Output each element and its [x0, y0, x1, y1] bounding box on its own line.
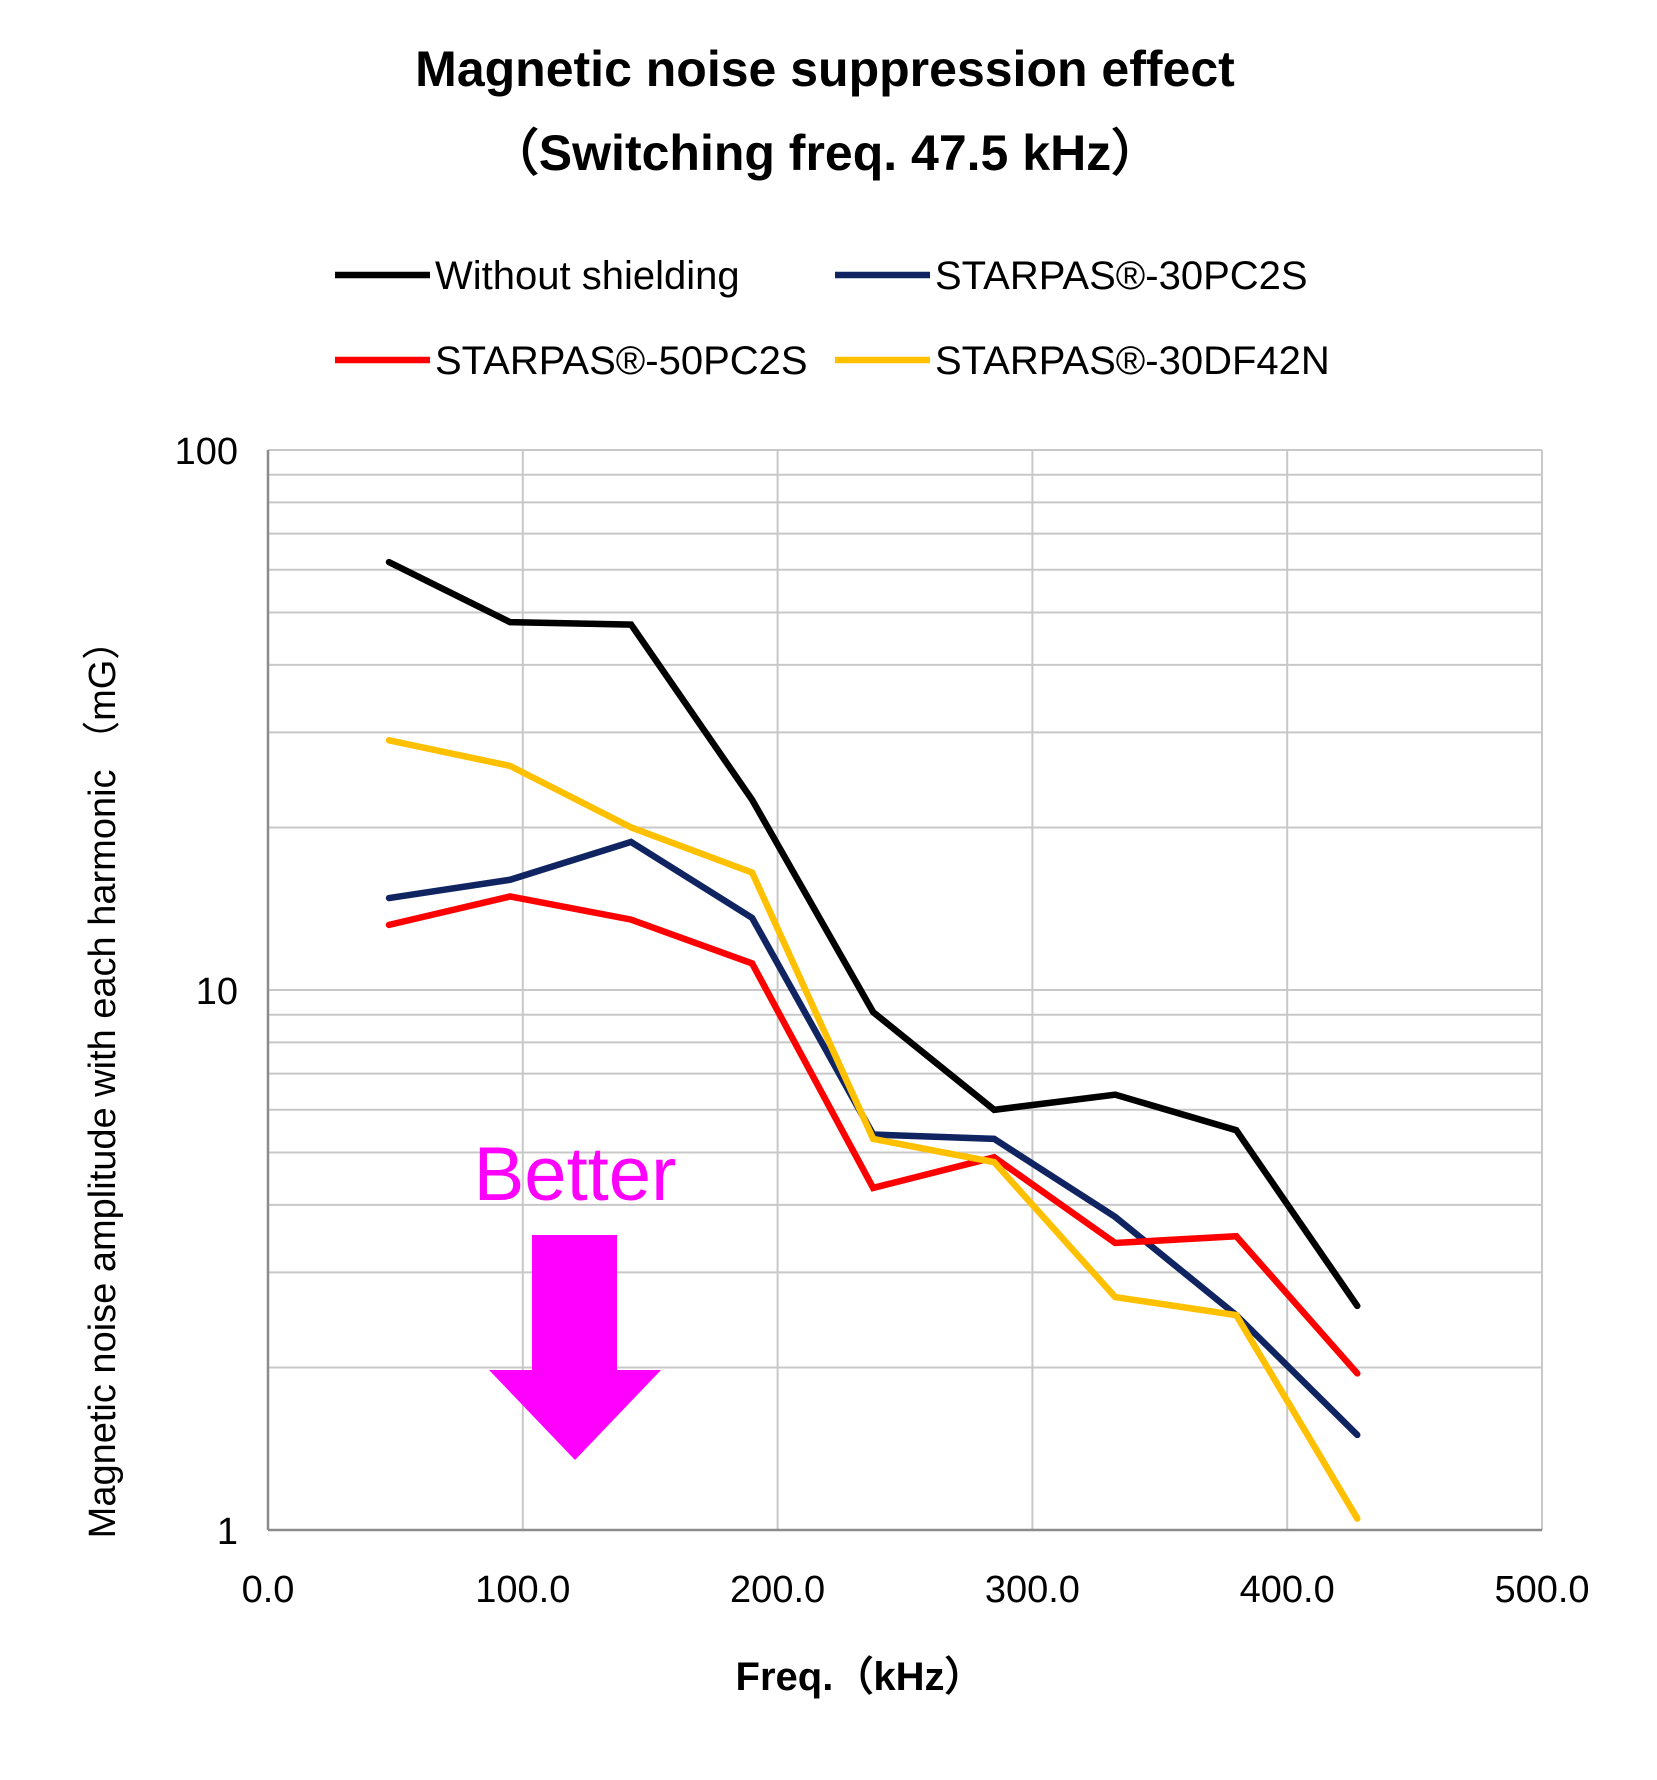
y-tick-label: 10 [196, 971, 238, 1013]
series-line [385, 737, 1361, 1522]
legend-label: STARPAS®-30DF42N [935, 339, 1330, 383]
x-axis-title: Freq.（kHz） [736, 1655, 985, 1699]
x-tick-label: 100.0 [475, 1569, 570, 1611]
down-arrow-icon [489, 1235, 661, 1460]
gridlines [268, 449, 1543, 1530]
series-lines [385, 558, 1361, 1522]
legend-label: STARPAS®-30PC2S [935, 254, 1308, 298]
legend-label: Without shielding [435, 254, 740, 298]
better-annotation: Better [474, 1132, 677, 1217]
series-line [385, 558, 1361, 1310]
chart-subtitle: （Switching freq. 47.5 kHz） [489, 125, 1161, 181]
chart-title: Magnetic noise suppression effect [415, 41, 1235, 97]
x-tick-label: 400.0 [1240, 1569, 1335, 1611]
legend-label: STARPAS®-50PC2S [435, 339, 808, 383]
x-tick-label: 200.0 [730, 1569, 825, 1611]
axes [266, 450, 1542, 1532]
x-tick-label: 300.0 [985, 1569, 1080, 1611]
series-line [385, 893, 1361, 1377]
x-tick-label: 500.0 [1494, 1569, 1589, 1611]
x-tick-label: 0.0 [242, 1569, 295, 1611]
y-axis-title: Magnetic noise amplitude with each harmo… [82, 622, 124, 1539]
y-tick-label: 1 [217, 1511, 238, 1553]
tick-labels: 0.0 100.0 200.0 300.0 400.0 500.0 1 10 100 [175, 431, 1590, 1611]
y-tick-label: 100 [175, 431, 238, 473]
legend: Without shielding STARPAS®-30PC2S STARPAS®… [335, 254, 1330, 383]
